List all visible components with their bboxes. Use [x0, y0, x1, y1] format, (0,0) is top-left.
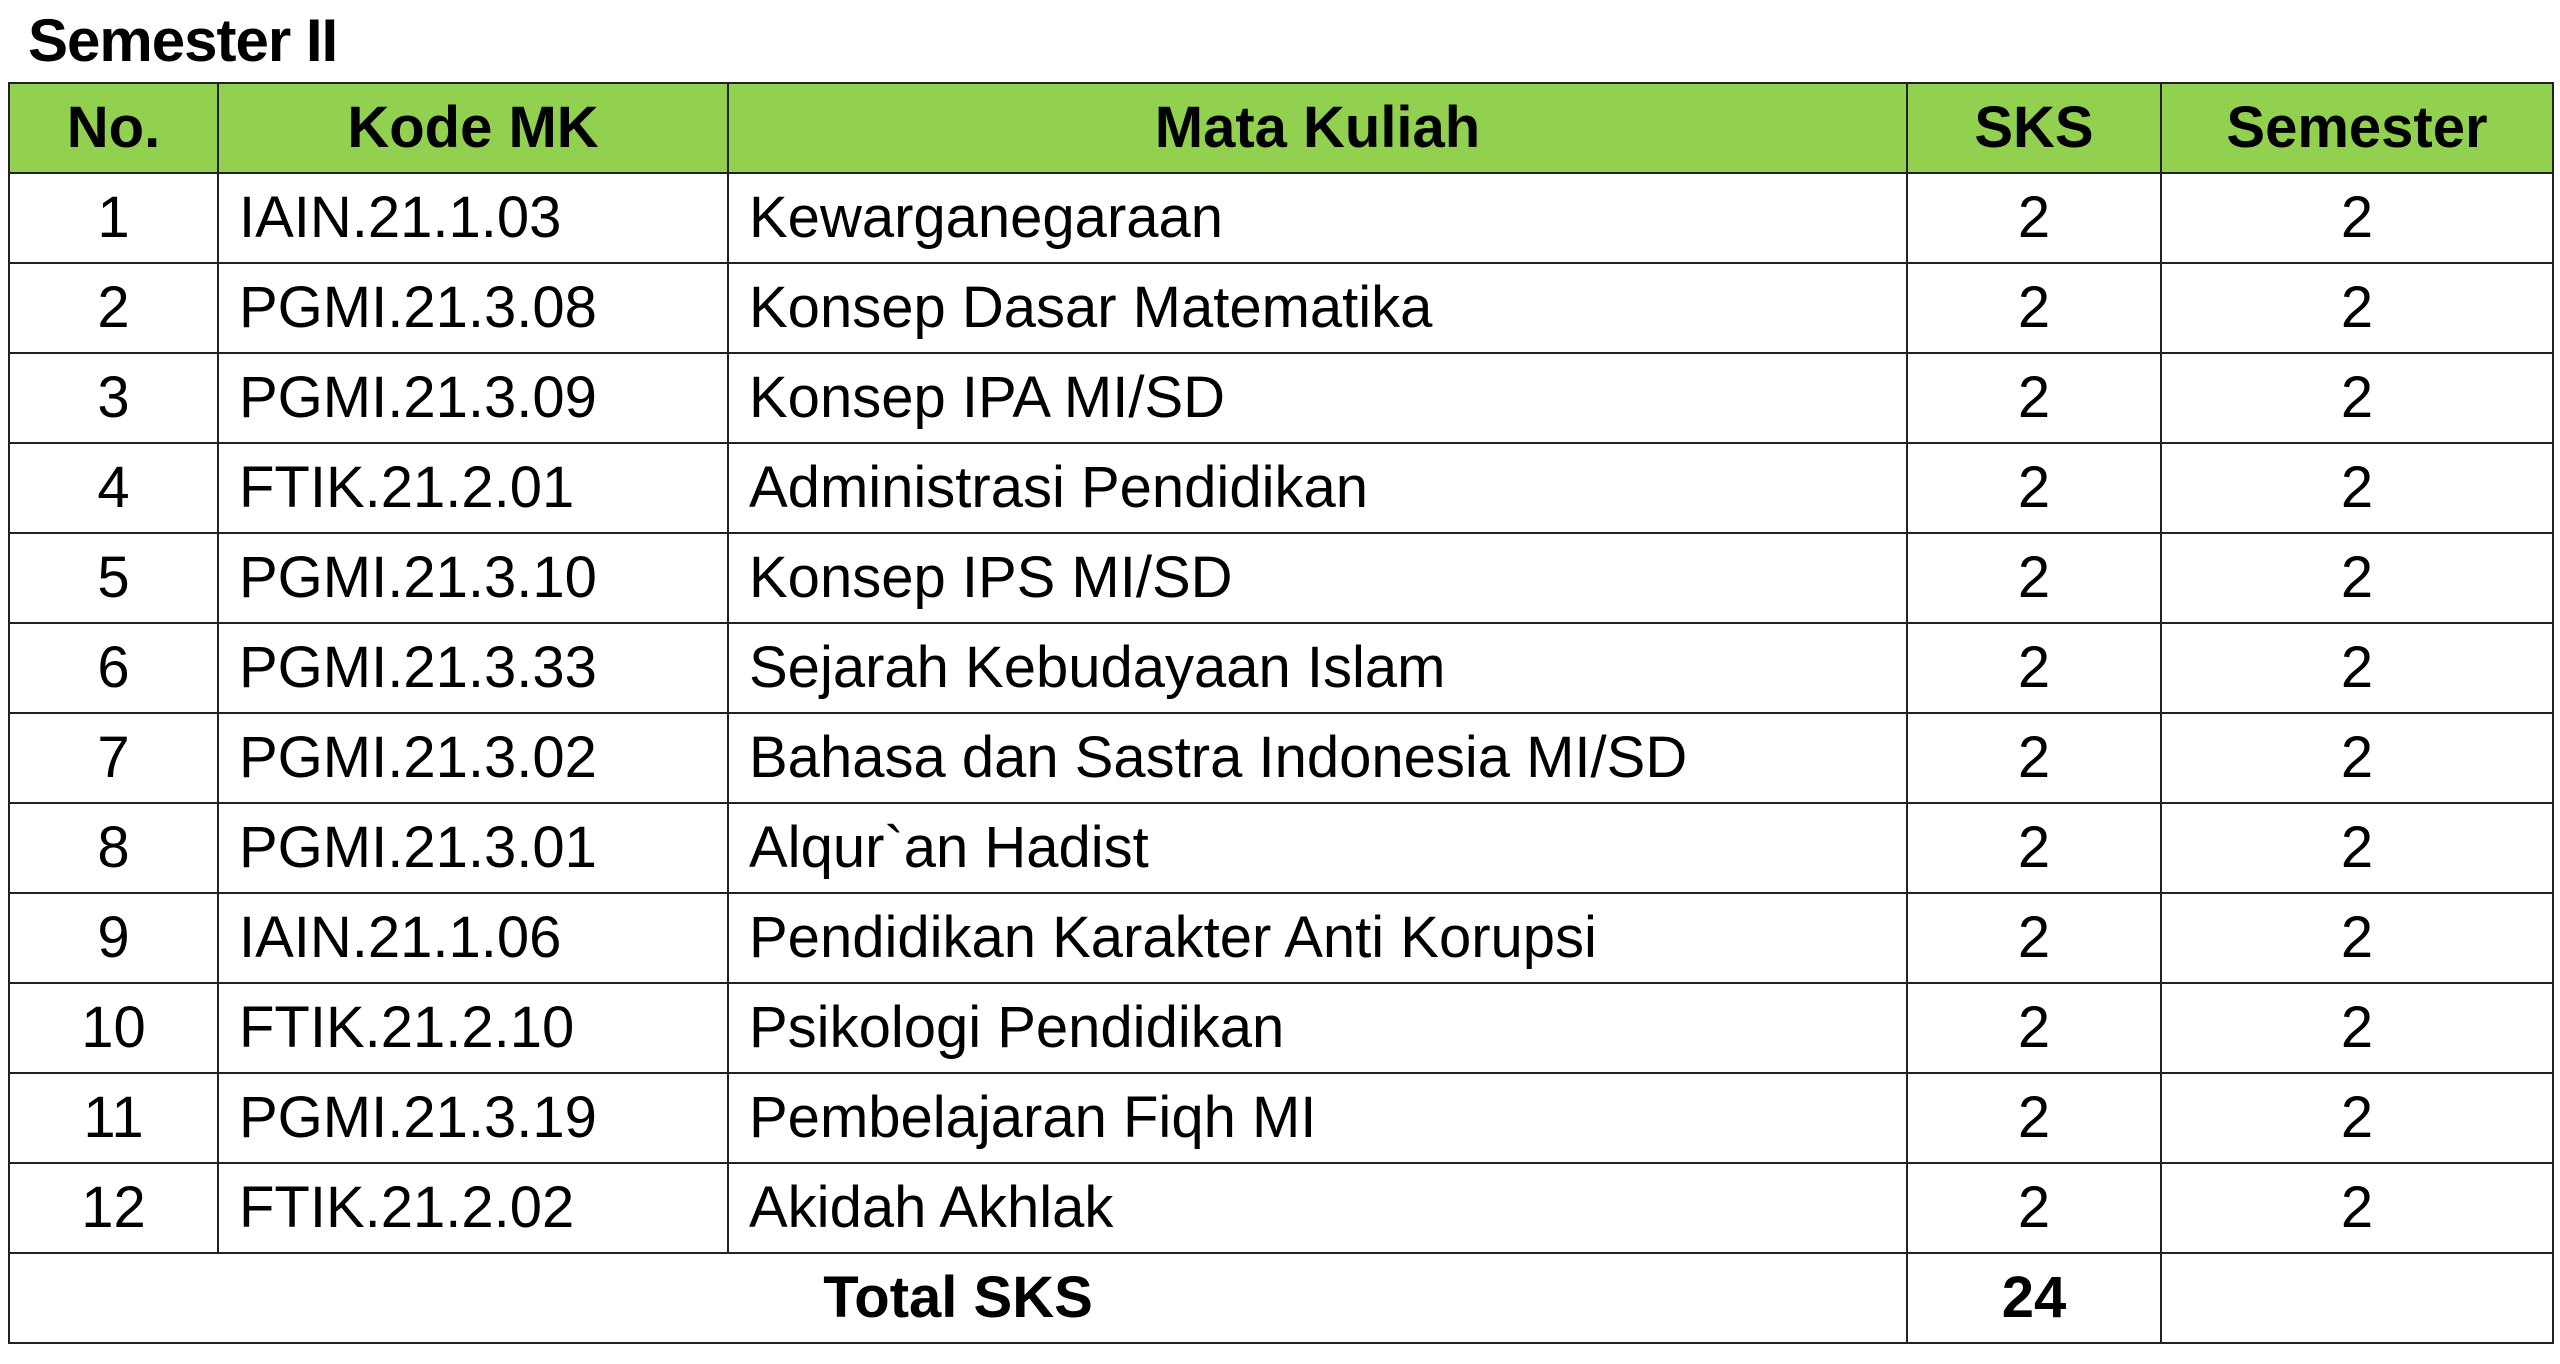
total-label: Total SKS	[8, 1252, 1908, 1344]
cell-semester: 2	[2160, 892, 2554, 984]
cell-sks: 2	[1906, 1162, 2162, 1254]
cell-no: 9	[8, 892, 219, 984]
cell-mata-kuliah: Bahasa dan Sastra Indonesia MI/SD	[727, 712, 1908, 804]
cell-kode-mk: PGMI.21.3.08	[217, 262, 729, 354]
table-row: 12 FTIK.21.2.02 Akidah Akhlak 2 2	[8, 1162, 2554, 1254]
cell-mata-kuliah: Alqur`an Hadist	[727, 802, 1908, 894]
cell-sks: 2	[1906, 172, 2162, 264]
cell-mata-kuliah: Sejarah Kebudayaan Islam	[727, 622, 1908, 714]
cell-sks: 2	[1906, 442, 2162, 534]
cell-no: 7	[8, 712, 219, 804]
header-no: No.	[8, 82, 219, 174]
cell-sks: 2	[1906, 262, 2162, 354]
cell-sks: 2	[1906, 802, 2162, 894]
cell-kode-mk: IAIN.21.1.06	[217, 892, 729, 984]
cell-kode-mk: IAIN.21.1.03	[217, 172, 729, 264]
cell-mata-kuliah: Pendidikan Karakter Anti Korupsi	[727, 892, 1908, 984]
table-row: 3 PGMI.21.3.09 Konsep IPA MI/SD 2 2	[8, 352, 2554, 444]
table-row: 8 PGMI.21.3.01 Alqur`an Hadist 2 2	[8, 802, 2554, 894]
table-row: 6 PGMI.21.3.33 Sejarah Kebudayaan Islam 2 2	[8, 622, 2554, 714]
cell-no: 11	[8, 1072, 219, 1164]
cell-mata-kuliah: Kewarganegaraan	[727, 172, 1908, 264]
cell-no: 1	[8, 172, 219, 264]
cell-kode-mk: PGMI.21.3.19	[217, 1072, 729, 1164]
cell-semester: 2	[2160, 172, 2554, 264]
header-kode-mk: Kode MK	[217, 82, 729, 174]
cell-kode-mk: FTIK.21.2.10	[217, 982, 729, 1074]
table-row: 2 PGMI.21.3.08 Konsep Dasar Matematika 2 2	[8, 262, 2554, 354]
cell-kode-mk: PGMI.21.3.10	[217, 532, 729, 624]
cell-sks: 2	[1906, 532, 2162, 624]
header-sks: SKS	[1906, 82, 2162, 174]
cell-no: 3	[8, 352, 219, 444]
cell-mata-kuliah: Administrasi Pendidikan	[727, 442, 1908, 534]
cell-kode-mk: FTIK.21.2.02	[217, 1162, 729, 1254]
cell-kode-mk: PGMI.21.3.01	[217, 802, 729, 894]
header-mata-kuliah: Mata Kuliah	[727, 82, 1908, 174]
table-row: 5 PGMI.21.3.10 Konsep IPS MI/SD 2 2	[8, 532, 2554, 624]
cell-no: 6	[8, 622, 219, 714]
cell-no: 8	[8, 802, 219, 894]
total-semester	[2160, 1252, 2554, 1344]
total-sks: 24	[1906, 1252, 2162, 1344]
cell-semester: 2	[2160, 622, 2554, 714]
table-row: 7 PGMI.21.3.02 Bahasa dan Sastra Indonesia…	[8, 712, 2554, 804]
cell-semester: 2	[2160, 712, 2554, 804]
table-row: 10 FTIK.21.2.10 Psikologi Pendidikan 2 2	[8, 982, 2554, 1074]
cell-sks: 2	[1906, 892, 2162, 984]
cell-no: 12	[8, 1162, 219, 1254]
cell-mata-kuliah: Pembelajaran Fiqh MI	[727, 1072, 1908, 1164]
cell-semester: 2	[2160, 1162, 2554, 1254]
page-title: Semester II	[28, 7, 338, 74]
cell-sks: 2	[1906, 1072, 2162, 1164]
course-table: No. Kode MK Mata Kuliah SKS Semester 1 IA…	[8, 82, 2554, 1344]
cell-kode-mk: PGMI.21.3.09	[217, 352, 729, 444]
table-row: 4 FTIK.21.2.01 Administrasi Pendidikan 2 2	[8, 442, 2554, 534]
cell-semester: 2	[2160, 1072, 2554, 1164]
cell-kode-mk: PGMI.21.3.02	[217, 712, 729, 804]
cell-no: 5	[8, 532, 219, 624]
total-row: Total SKS 24	[8, 1252, 2554, 1344]
cell-no: 2	[8, 262, 219, 354]
cell-sks: 2	[1906, 982, 2162, 1074]
cell-semester: 2	[2160, 442, 2554, 534]
table-row: 11 PGMI.21.3.19 Pembelajaran Fiqh MI 2 2	[8, 1072, 2554, 1164]
cell-mata-kuliah: Konsep Dasar Matematika	[727, 262, 1908, 354]
cell-semester: 2	[2160, 532, 2554, 624]
cell-sks: 2	[1906, 622, 2162, 714]
cell-mata-kuliah: Psikologi Pendidikan	[727, 982, 1908, 1074]
cell-semester: 2	[2160, 802, 2554, 894]
table-row: 1 IAIN.21.1.03 Kewarganegaraan 2 2	[8, 172, 2554, 264]
cell-no: 4	[8, 442, 219, 534]
cell-mata-kuliah: Konsep IPA MI/SD	[727, 352, 1908, 444]
table-header-row: No. Kode MK Mata Kuliah SKS Semester	[8, 82, 2554, 174]
cell-kode-mk: FTIK.21.2.01	[217, 442, 729, 534]
cell-semester: 2	[2160, 982, 2554, 1074]
cell-semester: 2	[2160, 262, 2554, 354]
cell-semester: 2	[2160, 352, 2554, 444]
cell-sks: 2	[1906, 352, 2162, 444]
cell-no: 10	[8, 982, 219, 1074]
header-semester: Semester	[2160, 82, 2554, 174]
cell-mata-kuliah: Akidah Akhlak	[727, 1162, 1908, 1254]
cell-kode-mk: PGMI.21.3.33	[217, 622, 729, 714]
table-row: 9 IAIN.21.1.06 Pendidikan Karakter Anti Ko…	[8, 892, 2554, 984]
cell-mata-kuliah: Konsep IPS MI/SD	[727, 532, 1908, 624]
cell-sks: 2	[1906, 712, 2162, 804]
